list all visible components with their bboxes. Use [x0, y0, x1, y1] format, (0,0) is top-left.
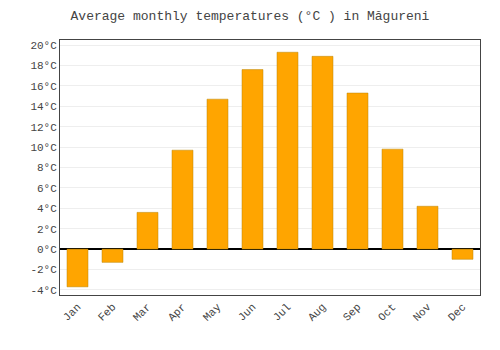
svg-text:Jul: Jul	[271, 301, 293, 323]
svg-text:Nov: Nov	[411, 301, 434, 324]
svg-text:Feb: Feb	[96, 301, 118, 323]
svg-text:6°C: 6°C	[37, 183, 57, 195]
svg-text:16°C: 16°C	[30, 81, 57, 93]
svg-text:14°C: 14°C	[30, 101, 57, 113]
svg-text:20°C: 20°C	[30, 40, 57, 52]
svg-text:May: May	[201, 301, 224, 324]
svg-text:Mar: Mar	[131, 301, 153, 323]
svg-text:Oct: Oct	[376, 301, 398, 323]
svg-text:0°C: 0°C	[37, 244, 57, 256]
svg-text:-2°C: -2°C	[30, 264, 57, 276]
svg-text:Dec: Dec	[446, 301, 468, 323]
svg-text:Aug: Aug	[306, 301, 328, 323]
svg-text:2°C: 2°C	[37, 224, 57, 236]
svg-text:18°C: 18°C	[30, 60, 57, 72]
svg-text:Jan: Jan	[61, 301, 83, 323]
svg-text:Sep: Sep	[341, 301, 363, 323]
svg-text:10°C: 10°C	[30, 142, 57, 154]
svg-text:12°C: 12°C	[30, 122, 57, 134]
svg-text:-4°C: -4°C	[30, 285, 57, 297]
svg-text:Jun: Jun	[236, 301, 258, 323]
svg-text:8°C: 8°C	[37, 162, 57, 174]
svg-text:4°C: 4°C	[37, 203, 57, 215]
svg-text:Apr: Apr	[166, 301, 188, 323]
svg-text:Average monthly temperatures (: Average monthly temperatures (°C ) in Mă…	[71, 9, 430, 24]
